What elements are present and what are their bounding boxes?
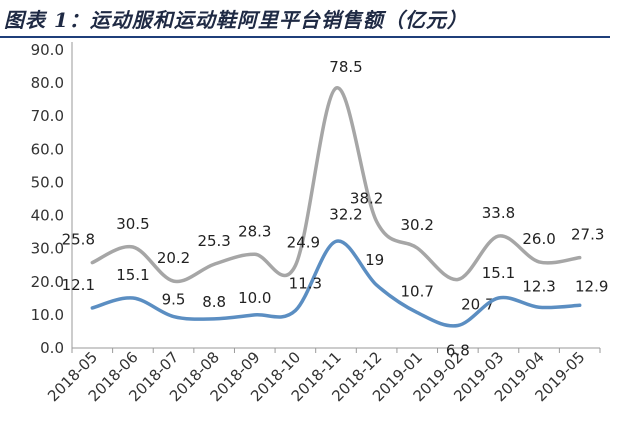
data-label: 30.2 <box>401 216 434 234</box>
title-divider <box>0 36 610 38</box>
data-label: 15.1 <box>482 264 515 282</box>
chart-title: 图表 1：运动服和运动鞋阿里平台销售额（亿元） <box>4 8 468 32</box>
series-line-gray <box>90 86 582 284</box>
data-label: 33.8 <box>482 204 515 222</box>
data-label: 12.3 <box>522 277 555 295</box>
data-label: 32.2 <box>329 205 362 223</box>
data-label: 38.2 <box>350 190 383 208</box>
series-line-blue <box>90 239 582 328</box>
data-label: 26.0 <box>522 230 555 248</box>
y-tick-label: 70.0 <box>31 107 64 125</box>
data-label: 28.3 <box>238 222 271 240</box>
data-label: 25.3 <box>197 232 230 250</box>
data-label: 9.5 <box>162 291 186 309</box>
y-tick-label: 50.0 <box>31 173 64 191</box>
data-label: 12.9 <box>575 277 608 295</box>
data-label: 20.2 <box>157 249 190 267</box>
y-tick-label: 80.0 <box>31 74 64 92</box>
data-label: 11.3 <box>289 275 322 293</box>
data-label: 15.1 <box>116 266 149 284</box>
y-tick-label: 30.0 <box>31 240 64 258</box>
data-label: 30.5 <box>116 215 149 233</box>
data-label: 10.0 <box>238 289 271 307</box>
y-tick-label: 0.0 <box>40 339 64 357</box>
data-label: 20.7 <box>461 295 494 313</box>
y-tick-label: 20.0 <box>31 273 64 291</box>
data-label: 19 <box>365 251 384 269</box>
data-label: 27.3 <box>571 226 604 244</box>
data-label: 24.9 <box>287 234 320 252</box>
data-label: 8.8 <box>202 293 226 311</box>
data-label: 25.8 <box>62 231 95 249</box>
y-tick-label: 60.0 <box>31 140 64 158</box>
y-tick-label: 90.0 <box>31 41 64 59</box>
data-label: 6.8 <box>446 341 470 359</box>
data-label: 12.1 <box>62 276 95 294</box>
data-label: 78.5 <box>329 58 362 76</box>
y-tick-label: 10.0 <box>31 306 64 324</box>
data-label: 10.7 <box>401 283 434 301</box>
y-tick-label: 40.0 <box>31 207 64 225</box>
